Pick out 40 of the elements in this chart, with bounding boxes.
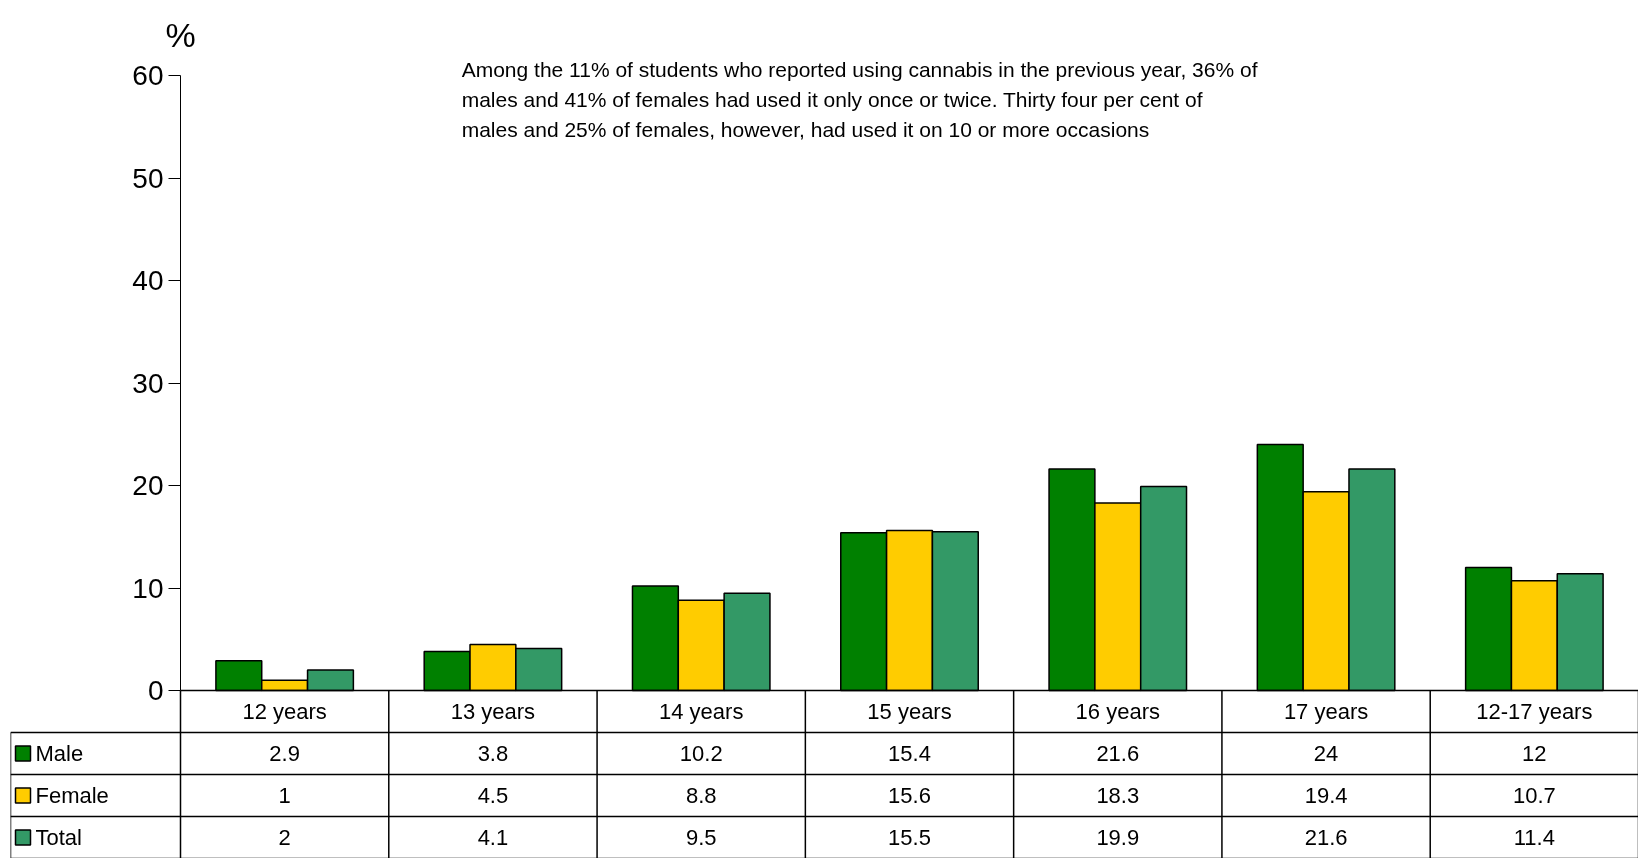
data-label: 2.9	[269, 741, 300, 766]
data-label: 10.7	[1512, 783, 1556, 808]
legend-label: Total	[35, 825, 82, 850]
x-tick-label: 16 years	[1075, 699, 1160, 724]
annotation: Among the 11% of students who reported using cannabis in the previous year, 36% of males and 41% of females had used it only once or twice. Thirty four per cent of males and 25% of females, however, had used it on 10 or more occasions	[461, 58, 1258, 141]
data-label: 3.8	[477, 741, 509, 766]
data-label: 21.6	[1304, 825, 1348, 850]
y-tick-label: 40	[132, 265, 164, 296]
x-tick-label: 12-17 years	[1476, 699, 1593, 724]
y-tick-label: 20	[132, 470, 164, 501]
data-label: 19.9	[1096, 825, 1140, 850]
x-tick-label: 15 years	[867, 699, 952, 724]
data-label: 10.2	[679, 741, 723, 766]
data-label: 15.4	[888, 741, 931, 766]
y-axis-title: %	[165, 15, 196, 54]
y-tick-label: 0	[147, 675, 164, 706]
y-tick-label: 10	[132, 572, 164, 604]
data-label: 18.3	[1096, 783, 1140, 808]
data-label: 2	[278, 825, 291, 850]
data-label: 9.5	[685, 825, 717, 850]
y-tick-label: 30	[132, 367, 164, 399]
legend-label: Male	[35, 741, 84, 766]
x-tick-label: 17 years	[1283, 699, 1369, 724]
data-label: 12	[1522, 741, 1547, 766]
y-tick-label: 50	[132, 162, 164, 194]
legend-label: Female	[35, 783, 109, 808]
data-label: 8.8	[685, 783, 717, 808]
data-label: 15.5	[888, 825, 931, 850]
data-label: 4.5	[477, 783, 509, 808]
data-label: 21.6	[1096, 741, 1140, 766]
data-label: 19.4	[1304, 783, 1348, 808]
x-tick-label: 13 years	[450, 699, 536, 724]
data-label: 4.1	[477, 825, 509, 850]
data-label: 15.6	[888, 783, 931, 808]
data-label: 11.4	[1513, 825, 1555, 850]
data-label: 24	[1313, 741, 1339, 766]
y-tick-label: 60	[132, 60, 164, 91]
x-tick-label: 14 years	[659, 699, 744, 724]
x-tick-label: 12 years	[242, 699, 327, 724]
data-label: 1	[278, 783, 291, 808]
